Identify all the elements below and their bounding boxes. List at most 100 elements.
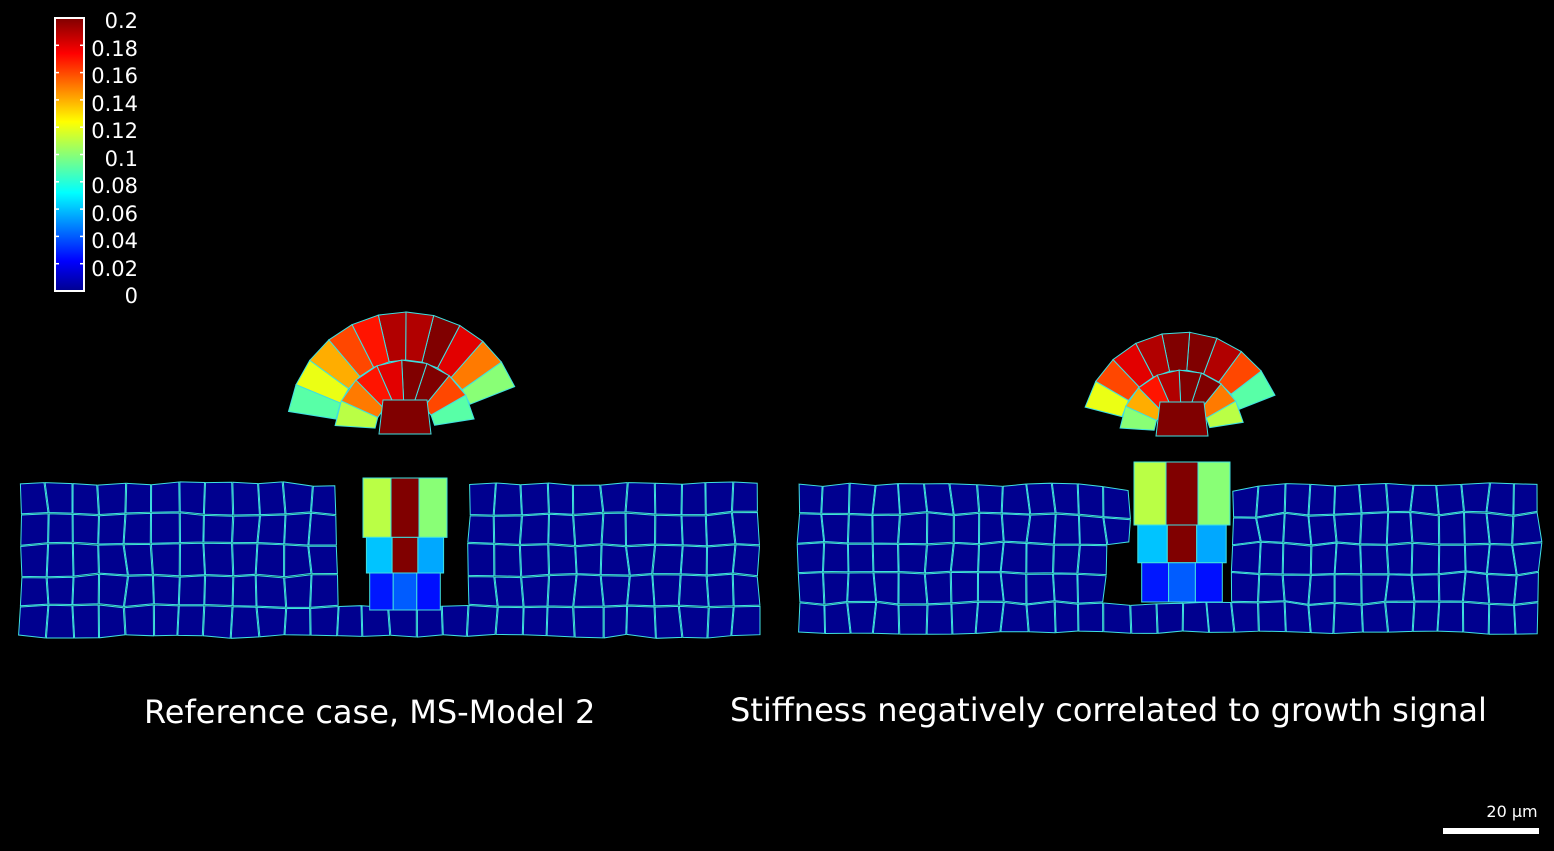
tissue-cell [123, 512, 152, 544]
tissue-cell [732, 573, 761, 607]
tissue-cell [203, 514, 234, 543]
tissue-cell [796, 542, 825, 574]
stem-cell [391, 536, 419, 574]
tissue-cell [625, 512, 656, 547]
tissue-cell [821, 513, 849, 544]
tissue-cell [655, 514, 683, 546]
tissue-cell [256, 606, 287, 638]
colorbar-tick-label: 0.04 [91, 229, 138, 253]
tissue-cell [416, 605, 443, 638]
tissue-cell [1412, 601, 1440, 632]
stem-cell [1197, 461, 1231, 526]
tissue-cell [1358, 482, 1389, 514]
tissue-cell [926, 512, 954, 545]
tissue-cell [44, 482, 73, 514]
tissue-cell [652, 544, 683, 575]
tissue-cell [1333, 484, 1362, 515]
tissue-cell [1026, 573, 1055, 605]
tissue-cell [681, 482, 706, 516]
tissue-cell [1437, 601, 1464, 633]
tissue-cell [872, 514, 900, 544]
tissue-cell [1000, 601, 1029, 633]
tissue-cell [600, 482, 628, 513]
panel-stiffness [796, 331, 1543, 635]
tissue-cell [627, 574, 655, 607]
panel-reference [18, 311, 761, 639]
stem-cell [390, 477, 420, 538]
tissue-cell [469, 482, 496, 516]
tissue-cell [284, 608, 311, 636]
stem-cell [1168, 562, 1196, 603]
tissue-cell [232, 574, 257, 607]
colorbar-tick-label: 0.02 [91, 256, 138, 281]
tissue-cell [1513, 602, 1539, 635]
tissue-cell [123, 575, 154, 608]
tissue-cell [625, 544, 656, 576]
tissue-cell [706, 573, 734, 608]
tissue-cell [872, 601, 900, 635]
tissue-cell [150, 543, 180, 577]
tissue-cell [1206, 601, 1235, 633]
tissue-cell [1054, 601, 1079, 634]
tissue-cell [1436, 483, 1464, 516]
tissue-cell [821, 482, 850, 514]
tissue-cell [1001, 513, 1031, 543]
tissue-cell [310, 574, 339, 608]
tissue-cell [46, 576, 74, 606]
tissue-cell [1077, 544, 1108, 576]
tissue-cell [625, 482, 656, 515]
tissue-cell [1182, 601, 1210, 633]
tissue-cell [1438, 571, 1466, 602]
tissue-cell [924, 542, 954, 574]
tissue-cell [1486, 482, 1514, 516]
tissue-cell [1000, 541, 1027, 574]
tissue-cell [1077, 573, 1107, 604]
tissue-cell [177, 605, 205, 637]
tissue-cell [493, 482, 522, 516]
tissue-cell [898, 512, 928, 545]
tissue-cell [258, 481, 286, 516]
stem-cell [362, 477, 392, 538]
tissue-cell [1026, 482, 1056, 515]
tissue-cell [72, 542, 99, 577]
tissue-cell [1308, 574, 1335, 605]
tissue-cell [1438, 544, 1466, 575]
tissue-cell [706, 544, 736, 576]
tissue-cell [1256, 512, 1285, 543]
tissue-cell [1513, 483, 1538, 516]
tissue-cell [1053, 513, 1080, 545]
tissue-cell [873, 572, 899, 605]
tissue-cell [125, 482, 152, 514]
tissue-cell [924, 571, 952, 605]
cell-mesh-stiffness [796, 331, 1543, 635]
tissue-cell [654, 482, 683, 516]
stem-cell [365, 536, 393, 574]
tissue-cell [626, 605, 656, 639]
tissue-cell [1078, 515, 1108, 546]
tissue-cell [203, 481, 234, 516]
tissue-cell [1464, 543, 1490, 574]
tissue-cell [1103, 602, 1132, 634]
tissue-cell [1462, 601, 1490, 635]
tissue-cell [796, 513, 825, 544]
tissue-cell [179, 512, 204, 544]
tissue-cell [18, 604, 49, 639]
tissue-cell [731, 511, 760, 546]
caption-stiffness: Stiffness negatively correlated to growt… [730, 691, 1487, 729]
tissue-cell [1361, 601, 1389, 633]
tissue-cell [1053, 544, 1080, 574]
tissue-cell [519, 513, 550, 545]
tissue-cell [1334, 542, 1362, 575]
tissue-cell [546, 606, 575, 638]
stem-cell [1133, 461, 1167, 526]
colorbar-tick-label: 0.16 [91, 64, 138, 88]
tissue-cell [681, 515, 707, 547]
colorbar-tick-label: 0.14 [91, 91, 138, 116]
tissue-cell [1410, 511, 1440, 545]
tissue-cell [72, 483, 99, 516]
tissue-cell [731, 605, 761, 637]
tissue-cell [98, 604, 126, 639]
stem-cell [1137, 524, 1168, 564]
stem-cell [1194, 562, 1223, 603]
colorbar-tick-label: 0.08 [91, 174, 138, 198]
